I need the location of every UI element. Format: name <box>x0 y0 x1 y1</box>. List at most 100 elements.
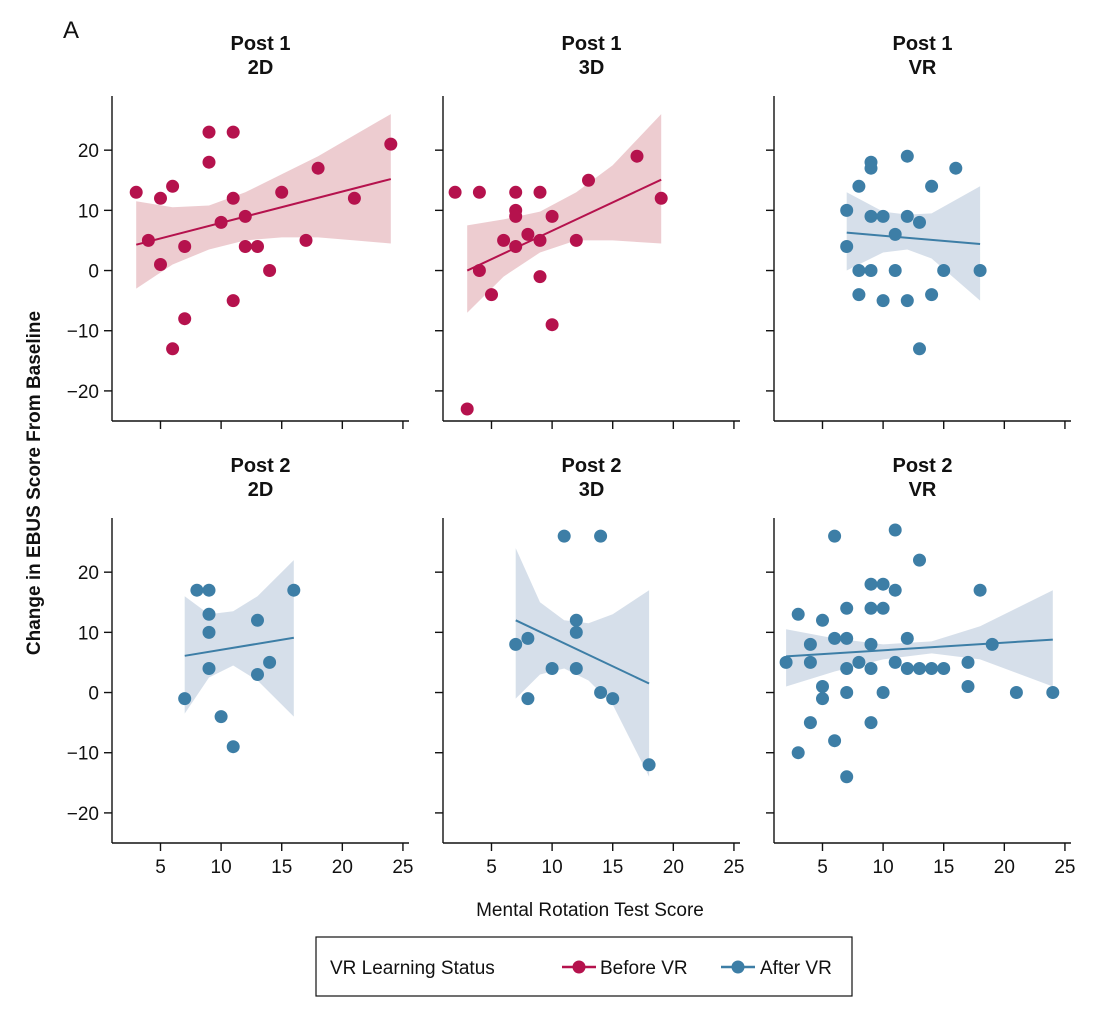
data-point <box>472 264 486 277</box>
data-point <box>569 233 583 247</box>
data-point <box>630 149 644 163</box>
data-point <box>937 662 951 675</box>
data-point <box>569 613 583 627</box>
data-point <box>129 185 143 199</box>
data-point <box>299 233 313 247</box>
data-point <box>533 270 547 284</box>
data-point <box>816 613 829 627</box>
data-point <box>251 613 264 627</box>
data-point <box>202 155 216 169</box>
data-point <box>816 680 829 693</box>
data-point <box>900 294 914 308</box>
data-point <box>840 631 854 645</box>
data-point <box>509 637 523 651</box>
data-point <box>594 686 608 699</box>
data-point <box>1009 686 1023 699</box>
data-point <box>190 583 204 597</box>
data-point <box>961 680 975 693</box>
data-point <box>202 607 216 621</box>
data-point <box>569 625 583 639</box>
data-point <box>521 227 535 241</box>
data-point <box>521 631 535 645</box>
data-point <box>888 655 902 669</box>
x-tick-label: 25 <box>723 857 744 878</box>
data-point <box>509 240 523 253</box>
data-point <box>178 692 192 706</box>
data-point <box>803 716 817 730</box>
data-point <box>791 746 805 760</box>
data-point <box>1046 686 1060 699</box>
confidence-band <box>184 560 294 717</box>
data-point <box>497 233 511 247</box>
data-point <box>913 215 926 229</box>
data-point <box>472 185 486 199</box>
x-tick-label: 5 <box>817 857 828 878</box>
legend-title: VR Learning Status <box>330 958 495 979</box>
data-point <box>178 312 192 326</box>
data-point <box>888 583 902 597</box>
regression-line <box>135 178 392 246</box>
legend: VR Learning Status Before VR After VR <box>315 936 853 997</box>
data-point <box>311 161 325 175</box>
data-point <box>888 264 902 277</box>
regression-line <box>846 231 981 246</box>
data-point <box>263 264 277 277</box>
data-point <box>226 191 240 205</box>
panel-title-line2: VR <box>909 57 937 79</box>
data-point <box>864 209 878 223</box>
data-point <box>913 342 926 356</box>
data-point <box>864 577 878 591</box>
confidence-band <box>467 114 662 313</box>
data-point <box>545 662 559 675</box>
data-point <box>238 209 252 223</box>
data-point <box>347 191 361 205</box>
data-point <box>840 601 854 615</box>
x-tick-label: 20 <box>332 857 353 878</box>
regression-line <box>466 178 662 272</box>
data-point <box>166 342 180 356</box>
data-point <box>557 529 571 543</box>
y-axis-label: Change in EBUS Score From Baseline <box>24 311 45 655</box>
legend-after-label: After VR <box>760 958 832 979</box>
confidence-band <box>136 114 391 289</box>
y-tick-label: 0 <box>88 262 99 283</box>
panel-title-line2: VR <box>909 479 937 501</box>
data-point <box>925 662 939 675</box>
data-point <box>840 662 854 675</box>
data-point <box>803 655 817 669</box>
y-tick-label: −20 <box>67 382 99 403</box>
legend-before-label: Before VR <box>600 958 688 979</box>
data-point <box>840 770 854 784</box>
data-point <box>840 203 854 217</box>
panel-1-2: Post 13D <box>435 33 740 429</box>
data-point <box>202 583 216 597</box>
data-point <box>840 240 854 253</box>
regression-line <box>515 619 650 685</box>
data-point <box>925 179 939 193</box>
x-tick-label: 20 <box>994 857 1015 878</box>
x-tick-label: 15 <box>933 857 954 878</box>
data-point <box>876 577 890 591</box>
data-point <box>545 318 559 332</box>
data-point <box>448 185 462 199</box>
regression-line <box>786 638 1053 658</box>
x-tick-label: 5 <box>155 857 166 878</box>
y-tick-label: 20 <box>78 141 99 162</box>
data-point <box>876 209 890 223</box>
panel-2-1: Post 22D −20 −10 0 10 20 5 10 15 20 25 <box>67 455 414 878</box>
data-point <box>864 264 878 277</box>
y-tick-label: 20 <box>78 563 99 584</box>
data-point <box>900 662 914 675</box>
data-point <box>141 233 155 247</box>
panel-1-1: Post 12D −20 −10 0 10 20 <box>67 33 409 429</box>
x-tick-label: 10 <box>542 857 563 878</box>
data-point <box>852 179 866 193</box>
data-point <box>888 523 902 537</box>
x-tick-label: 15 <box>271 857 292 878</box>
panel-title-line1: Post 2 <box>230 455 290 477</box>
data-point <box>973 264 987 277</box>
x-tick-label: 25 <box>392 857 413 878</box>
data-point <box>202 625 216 639</box>
